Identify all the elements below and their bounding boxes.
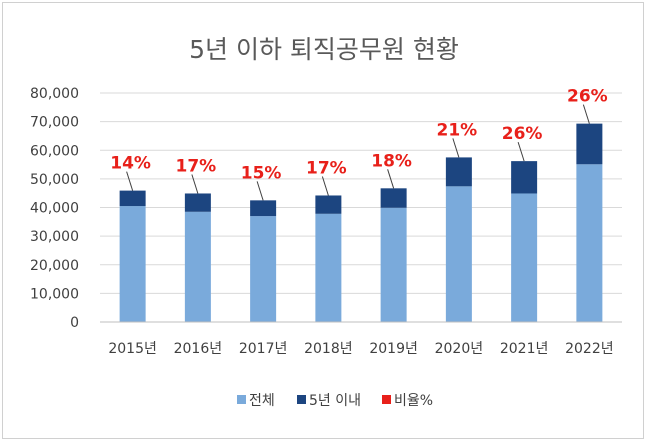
ratio-label: 26% — [502, 124, 543, 144]
bars: 14% 17% 15% 17% 18% 21% 26% 26% — [110, 87, 608, 322]
x-tick-label: 2020년 — [435, 341, 484, 357]
bar-segment-total — [119, 206, 146, 322]
bar-segment-total — [380, 207, 407, 322]
bar-segment-within-5yr — [250, 200, 277, 217]
bar-segment-within-5yr — [445, 157, 472, 187]
ratio-label: 21% — [437, 120, 478, 140]
bar-segment-within-5yr — [511, 161, 538, 194]
y-tick-label: 0 — [70, 315, 79, 331]
x-tick-label: 2021년 — [500, 341, 549, 357]
legend-label: 5년 이내 — [309, 393, 361, 409]
y-tick-label: 50,000 — [30, 172, 79, 188]
ratio-leader-line — [191, 174, 199, 194]
y-tick-label: 40,000 — [30, 201, 79, 217]
legend-swatch — [237, 395, 246, 404]
ratio-label: 14% — [110, 154, 151, 174]
ratio-label: 17% — [176, 156, 217, 176]
legend-swatch — [297, 395, 306, 404]
x-tick-label: 2019년 — [369, 341, 418, 357]
bar-segment-total — [576, 164, 603, 322]
y-tick-label: 80,000 — [30, 86, 79, 102]
y-tick-label: 70,000 — [30, 115, 79, 131]
gridlines — [100, 92, 622, 323]
ratio-leader-line — [126, 171, 134, 191]
x-tick-label: 2016년 — [174, 341, 223, 357]
bar-segment-within-5yr — [119, 190, 146, 207]
bar-segment-within-5yr — [315, 195, 342, 214]
bar-segment-total — [315, 213, 342, 322]
bar-segment-total — [250, 216, 277, 322]
y-tick-label: 20,000 — [30, 258, 79, 274]
ratio-leader-line — [452, 138, 460, 158]
y-tick-label: 60,000 — [30, 143, 79, 159]
y-tick-label: 10,000 — [30, 286, 79, 302]
ratio-label: 18% — [371, 151, 412, 171]
x-tick-label: 2022년 — [565, 341, 614, 357]
bar-segment-total — [445, 186, 472, 322]
ratio-leader-line — [321, 176, 329, 196]
ratio-leader-line — [517, 141, 525, 162]
ratio-leader-line — [387, 169, 395, 189]
ratio-label: 17% — [306, 158, 347, 178]
y-tick-label: 30,000 — [30, 229, 79, 245]
legend-label: 전체 — [249, 393, 275, 409]
ratio-label: 15% — [241, 163, 282, 183]
bar-segment-within-5yr — [380, 188, 407, 208]
bar-segment-total — [511, 193, 538, 322]
legend-swatch — [382, 395, 391, 404]
ratio-label: 26% — [567, 87, 608, 107]
x-tick-label: 2018년 — [304, 341, 353, 357]
x-tick-label: 2017년 — [239, 341, 288, 357]
ratio-leader-line — [582, 104, 590, 124]
ratio-leader-line — [256, 181, 264, 201]
legend-label: 비율% — [394, 393, 433, 409]
x-axis: 2015년 2016년 2017년 2018년 2019년 2020년 2021년 2022년 — [100, 321, 622, 357]
chart-title: 5년 이하 퇴직공무원 현황 — [189, 35, 459, 64]
legend: 전체 5년 이내 비율% — [237, 393, 433, 409]
bar-segment-within-5yr — [184, 193, 211, 212]
y-axis: 0 10,000 20,000 30,000 40,000 50,000 60,000 70,… — [30, 86, 79, 331]
bar-segment-within-5yr — [576, 123, 603, 165]
bar-segment-total — [184, 211, 211, 322]
x-tick-label: 2015년 — [108, 341, 157, 357]
